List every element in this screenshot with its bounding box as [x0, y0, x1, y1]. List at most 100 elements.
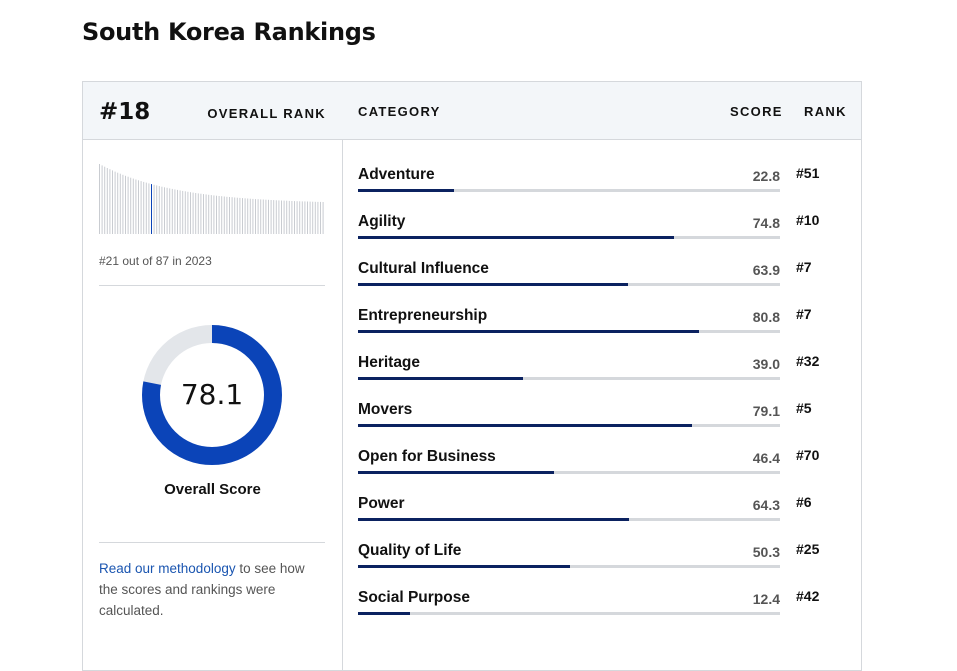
rank-history-bar — [197, 193, 199, 234]
rank-history-bar — [234, 197, 236, 234]
rank-history-bar — [281, 200, 282, 234]
table-row: Adventure 22.8 #51 — [358, 165, 848, 213]
rank-history-bar — [221, 196, 223, 234]
rank-history-bar — [99, 164, 100, 234]
table-row: Cultural Influence 63.9 #7 — [358, 259, 848, 307]
rank-history-bar — [169, 188, 171, 234]
rank-history-bar — [138, 180, 139, 234]
category-rank: #7 — [796, 306, 812, 322]
rank-history-bar — [244, 198, 246, 234]
rank-history-bar — [294, 201, 295, 234]
rank-history-bar — [288, 200, 290, 234]
category-rank: #5 — [796, 400, 812, 416]
overall-score-donut — [142, 325, 282, 465]
category-name: Agility — [358, 213, 406, 230]
rank-history-bar — [195, 193, 197, 234]
category-rank: #10 — [796, 212, 820, 228]
overall-rank-label: OVERALL RANK — [207, 106, 326, 121]
rank-history-bar — [164, 187, 165, 234]
column-rank: RANK — [804, 104, 847, 119]
rank-history-bar — [249, 198, 251, 234]
rank-history-bar — [190, 192, 191, 234]
category-score: 12.4 — [752, 591, 780, 607]
rank-history-bar — [218, 196, 220, 234]
rankings-card: #18 OVERALL RANK #21 out of 87 in 2023 7… — [82, 81, 862, 671]
rank-history-bar — [236, 197, 238, 234]
score-bar — [358, 565, 780, 568]
rank-history-bar — [112, 170, 113, 234]
donut-fill — [142, 325, 282, 465]
category-rank: #25 — [796, 541, 820, 557]
rank-history-bar — [314, 201, 316, 234]
rank-history-bar — [260, 199, 262, 234]
rank-history-bar — [247, 198, 249, 234]
overall-header: #18 OVERALL RANK — [83, 82, 342, 140]
rank-history-bar — [309, 201, 311, 234]
rank-history-bar — [143, 181, 145, 234]
category-score: 80.8 — [752, 309, 780, 325]
rank-history-bar — [265, 199, 267, 234]
category-name: Power — [358, 495, 405, 512]
rank-history-bar — [239, 197, 241, 234]
category-score: 39.0 — [752, 356, 780, 372]
table-header: CATEGORY SCORE RANK — [342, 82, 861, 140]
rank-history-bar — [122, 174, 124, 234]
rank-history-bar — [275, 200, 277, 234]
methodology-link[interactable]: Read our methodology — [99, 561, 236, 576]
rank-history-bar — [229, 197, 230, 234]
category-score: 63.9 — [752, 262, 780, 278]
rank-history-bar — [304, 201, 306, 234]
score-bar — [358, 236, 780, 239]
rank-history-chart — [99, 164, 324, 234]
rank-history-bar — [252, 198, 254, 234]
score-bar-fill — [358, 471, 554, 474]
category-rank: #70 — [796, 447, 820, 463]
table-row: Movers 79.1 #5 — [358, 400, 848, 448]
rank-history-bar — [174, 189, 176, 234]
table-row: Quality of Life 50.3 #25 — [358, 541, 848, 589]
divider — [99, 285, 325, 286]
divider — [99, 542, 325, 543]
category-rank: #51 — [796, 165, 820, 181]
category-rank: #32 — [796, 353, 820, 369]
category-score: 50.3 — [752, 544, 780, 560]
category-score: 64.3 — [752, 497, 780, 513]
rank-history-bar — [278, 200, 280, 234]
category-name: Cultural Influence — [358, 260, 489, 277]
rank-history-bar — [106, 168, 108, 234]
score-bar-fill — [358, 565, 571, 568]
overall-panel: #18 OVERALL RANK #21 out of 87 in 2023 7… — [83, 82, 343, 670]
rank-history-bar — [286, 200, 288, 234]
rank-history-bar — [117, 172, 119, 234]
category-name: Adventure — [358, 166, 435, 183]
rank-history-bar — [257, 199, 259, 234]
overall-score-value: 78.1 — [180, 378, 244, 411]
category-rank: #6 — [796, 494, 812, 510]
column-category: CATEGORY — [358, 104, 441, 119]
category-rank: #42 — [796, 588, 820, 604]
rank-history-bar — [104, 166, 106, 234]
rank-history-bar — [270, 200, 272, 234]
score-bar — [358, 330, 780, 333]
rank-history-bar — [179, 190, 181, 234]
score-bar-fill — [358, 283, 628, 286]
rank-history-bar-current — [151, 184, 152, 234]
rank-history-bar — [101, 165, 103, 234]
category-name: Heritage — [358, 354, 421, 371]
category-name: Open for Business — [358, 448, 496, 465]
rank-history-bar — [301, 201, 303, 234]
rank-history-bar — [216, 195, 217, 234]
rank-history-bar — [273, 200, 275, 234]
rank-history-bar — [119, 173, 121, 234]
rank-history-bar — [268, 199, 269, 234]
rank-history-bar — [291, 201, 293, 234]
table-row: Power 64.3 #6 — [358, 494, 848, 542]
overall-score-label: Overall Score — [164, 481, 261, 498]
rank-history-bar — [242, 198, 243, 234]
category-table: CATEGORY SCORE RANK Adventure 22.8 #51 A… — [342, 82, 861, 615]
category-name: Social Purpose — [358, 589, 470, 606]
rank-history-bar — [109, 169, 111, 234]
score-bar-fill — [358, 377, 523, 380]
column-score: SCORE — [730, 104, 783, 119]
rank-history-bar — [226, 196, 228, 234]
